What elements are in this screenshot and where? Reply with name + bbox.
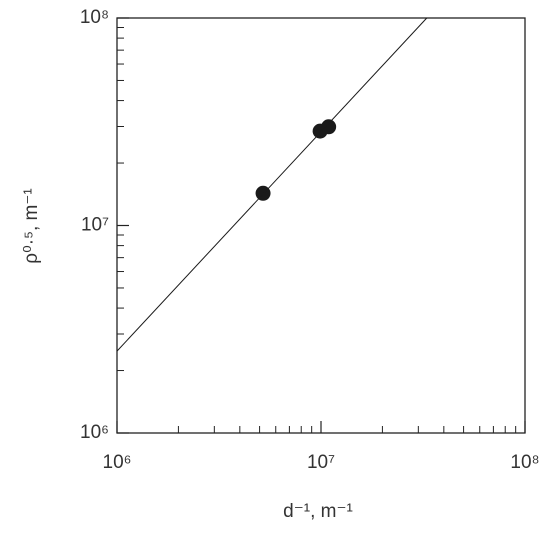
fit-line bbox=[116, 17, 428, 352]
x-axis-label: d⁻¹, m⁻¹ bbox=[283, 501, 353, 522]
y-tick-label: 10⁷ bbox=[81, 215, 109, 236]
x-tick-label: 10⁷ bbox=[307, 452, 335, 473]
x-tick-label: 10⁶ bbox=[103, 452, 132, 473]
y-tick-label: 10⁸ bbox=[80, 7, 109, 28]
x-tick-label: 10⁸ bbox=[510, 452, 539, 473]
data-point bbox=[321, 119, 337, 135]
y-tick-label: 10⁶ bbox=[80, 422, 109, 443]
y-axis-label: ρ⁰·⁵, m⁻¹ bbox=[21, 188, 42, 263]
plot-frame bbox=[116, 17, 526, 434]
